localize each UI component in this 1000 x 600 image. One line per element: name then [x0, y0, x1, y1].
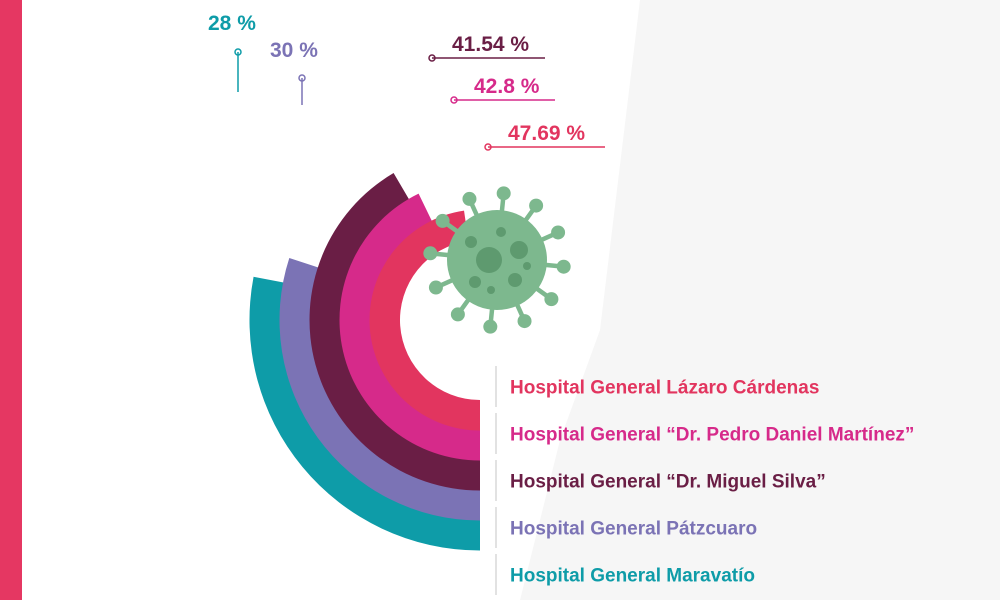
legend-label-4: Hospital General Pátzcuaro [510, 519, 757, 540]
virus-spike-tip [544, 292, 559, 307]
virus-spot [496, 227, 506, 237]
legend: Hospital General Lázaro Cárdenas Hospital… [510, 378, 914, 587]
value-label-5: 28 % [208, 12, 256, 35]
legend-label-5: Hospital General Maravatío [510, 566, 755, 587]
virus-spike-tip [529, 198, 544, 213]
virus-spike-tip [483, 319, 498, 334]
virus-spot [523, 262, 531, 270]
value-label-2: 42.8 % [474, 75, 540, 98]
legend-label-2: Hospital General “Dr. Pedro Daniel Martí… [510, 425, 914, 446]
virus-spot [469, 276, 481, 288]
virus-spike-tip [517, 314, 532, 329]
virus-spot [465, 236, 477, 248]
virus-icon [423, 186, 571, 334]
virus-spike-tip [423, 246, 438, 261]
arc-bar-2 [339, 193, 480, 461]
arc-series [249, 173, 480, 551]
arc-bar-4 [279, 258, 480, 521]
virus-spot [510, 241, 528, 259]
virus-spike-tip [556, 259, 571, 274]
left-frame-border [0, 0, 22, 600]
value-labels: 47.69 % 42.8 % 41.54 % 30 % 28 % [208, 12, 605, 151]
virus-spike-tip [435, 213, 450, 228]
virus-spike-tip [462, 191, 477, 206]
value-label-3: 41.54 % [452, 33, 529, 56]
leader-dot [234, 48, 242, 56]
leader-dot [298, 74, 306, 82]
virus-spike-tip [428, 280, 443, 295]
value-label-1: 47.69 % [508, 122, 585, 145]
virus-spike-tip [551, 225, 566, 240]
leader-dot [428, 54, 436, 62]
arc-bar-5 [249, 276, 480, 551]
arc-bar-1 [369, 210, 480, 431]
virus-spot [476, 247, 502, 273]
legend-label-3: Hospital General “Dr. Miguel Silva” [510, 472, 826, 493]
virus-spike-tip [496, 186, 511, 201]
background-shade [520, 0, 1000, 600]
virus-spike-tip [450, 307, 465, 322]
arc-bar-3 [309, 173, 480, 491]
leader-dot [450, 96, 458, 104]
legend-label-1: Hospital General Lázaro Cárdenas [510, 378, 819, 399]
virus-spot [508, 273, 522, 287]
virus-spot [487, 286, 495, 294]
value-label-4: 30 % [270, 39, 318, 62]
leader-dot [484, 143, 492, 151]
